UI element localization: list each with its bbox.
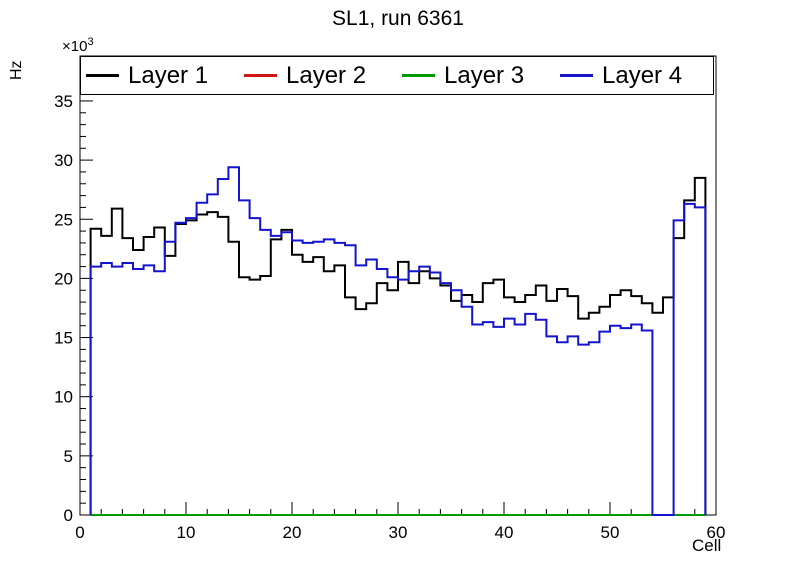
- x-tick-label: 20: [283, 523, 302, 542]
- series-line-layer-4: [89, 166, 707, 516]
- legend-label-layer-4: Layer 4: [602, 61, 683, 89]
- legend-line-swatch-layer-1: [86, 74, 119, 77]
- legend-label-layer-3: Layer 3: [444, 61, 525, 89]
- legend-item-layer-2: Layer 2: [239, 62, 397, 90]
- y-power-base: ×10: [62, 38, 88, 55]
- legend-item-layer-3: Layer 3: [397, 62, 555, 90]
- x-tick-label: 60: [707, 523, 726, 542]
- legend-line-swatch-layer-4: [560, 74, 593, 77]
- x-axis-title: Cell: [692, 536, 722, 555]
- y-tick-label: 20: [54, 269, 73, 288]
- y-tick-label: 0: [64, 506, 73, 525]
- legend-line-swatch-layer-2: [244, 74, 277, 77]
- legend-label-layer-2: Layer 2: [286, 61, 367, 89]
- y-tick-label: 5: [64, 447, 73, 466]
- legend: Layer 1 Layer 2 Layer 3 Layer 4: [80, 56, 714, 95]
- y-axis-title: Hz: [8, 60, 25, 80]
- chart-title: SL1, run 6361: [332, 7, 464, 30]
- y-tick-label: 15: [54, 329, 73, 348]
- y-tick-label: 30: [54, 151, 73, 170]
- legend-label-layer-1: Layer 1: [128, 61, 209, 89]
- legend-line-swatch-layer-3: [402, 74, 435, 77]
- y-axis-power-label: ×103: [62, 36, 94, 55]
- y-tick-label: 10: [54, 388, 73, 407]
- x-tick-label: 50: [601, 523, 620, 542]
- y-tick-label: 35: [54, 92, 73, 111]
- y-power-exponent: 3: [87, 36, 94, 48]
- x-tick-label: 30: [389, 523, 408, 542]
- y-tick-label: 25: [54, 210, 73, 229]
- x-tick-label: 10: [177, 523, 196, 542]
- series-line-layer-1: [89, 176, 707, 515]
- x-tick-label: 40: [495, 523, 514, 542]
- legend-item-layer-1: Layer 1: [81, 62, 239, 90]
- x-tick-label: 0: [75, 523, 84, 542]
- legend-item-layer-4: Layer 4: [555, 62, 713, 90]
